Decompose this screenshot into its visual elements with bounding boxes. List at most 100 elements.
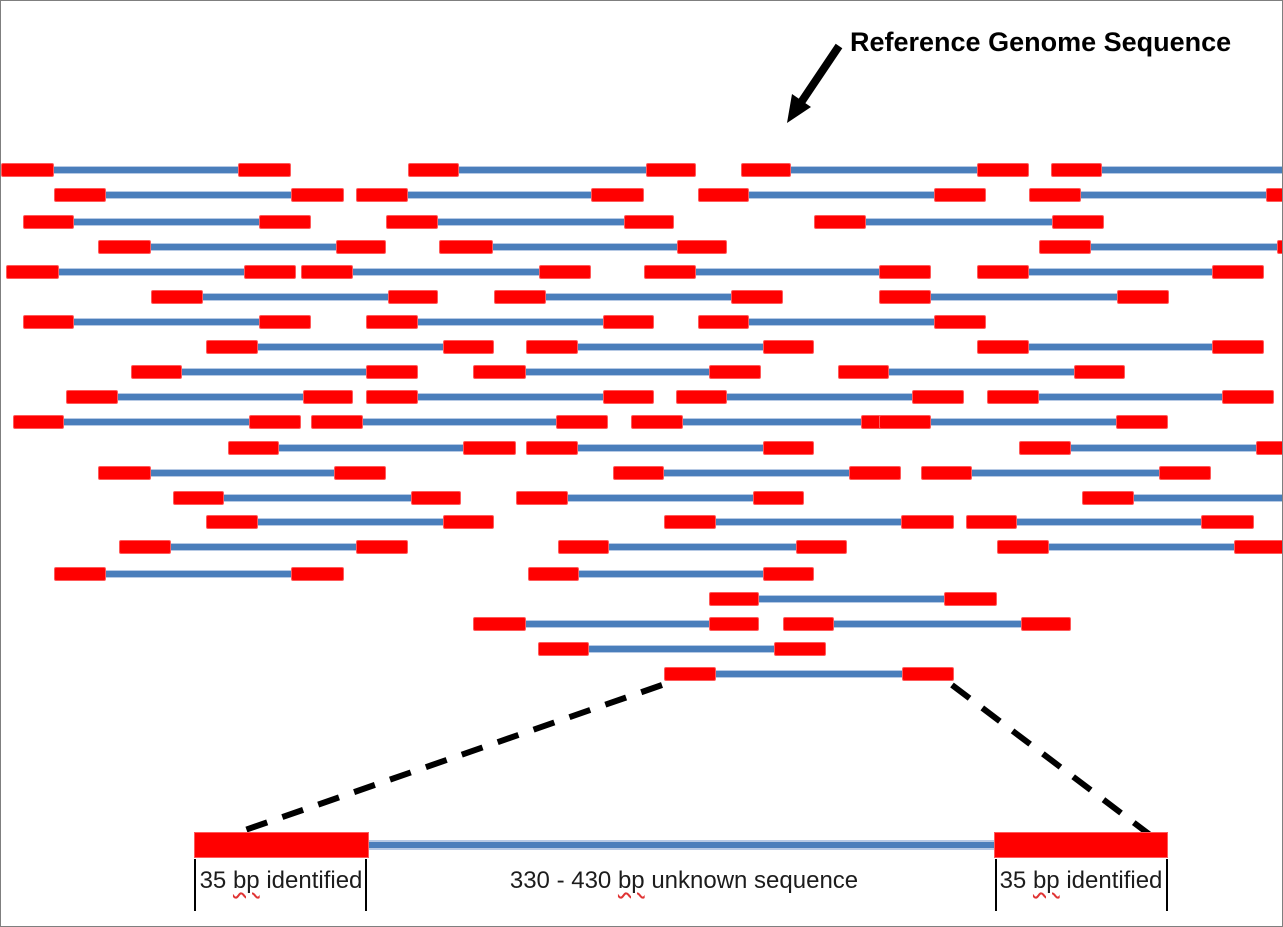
label-text-bp: bp — [1032, 867, 1060, 894]
read-end-cap — [763, 567, 814, 581]
label-text-bp: bp — [232, 867, 260, 894]
insert-line — [1066, 444, 1261, 452]
read-end-cap — [6, 265, 59, 279]
insert-line — [541, 293, 736, 301]
read-end-cap — [23, 215, 74, 229]
read-end-cap — [1, 163, 54, 177]
insert-line — [1034, 393, 1227, 401]
read-end-cap — [1029, 188, 1081, 202]
read-end-cap — [664, 515, 716, 529]
read-end-cap — [356, 188, 408, 202]
label-text: 35 — [199, 867, 233, 894]
read-end-cap — [411, 491, 461, 505]
read-end-cap — [249, 415, 301, 429]
label-text: identified — [259, 867, 363, 894]
read-end-cap — [631, 415, 683, 429]
read-end-cap — [473, 365, 526, 379]
read-end-cap — [131, 365, 182, 379]
read-end-cap — [443, 340, 494, 354]
read-end-cap — [709, 617, 759, 631]
label-unknown-sequence: 330 - 430 bp unknown sequence — [510, 867, 858, 895]
read-end-cap — [206, 515, 258, 529]
read-end-cap — [838, 365, 889, 379]
read-end-cap — [528, 567, 579, 581]
insert-line — [926, 293, 1122, 301]
insert-line — [146, 469, 339, 477]
measure-tick — [194, 859, 196, 911]
read-end-cap — [54, 188, 106, 202]
read-end-cap — [1021, 617, 1071, 631]
read-end-cap — [763, 340, 814, 354]
read-end-cap — [879, 415, 931, 429]
read-end-cap — [173, 491, 224, 505]
read-end-cap — [439, 240, 493, 254]
read-end-cap — [1212, 340, 1264, 354]
read-end-cap — [1117, 290, 1169, 304]
read-end-cap — [977, 163, 1029, 177]
read-end-cap — [538, 642, 589, 656]
magnified-identified-block-right — [994, 832, 1168, 858]
read-end-cap — [741, 163, 791, 177]
read-end-cap — [1212, 265, 1264, 279]
insert-line — [574, 570, 768, 578]
insert-line — [711, 670, 907, 678]
read-end-cap — [443, 515, 494, 529]
read-end-cap — [516, 491, 568, 505]
read-end-cap — [698, 188, 749, 202]
measure-tick — [995, 859, 997, 911]
insert-line — [861, 218, 1057, 226]
read-end-cap — [624, 215, 674, 229]
insert-line — [146, 243, 341, 251]
read-end-cap — [901, 515, 954, 529]
insert-line — [69, 318, 264, 326]
read-end-cap — [987, 390, 1039, 404]
label-right-identified: 35 bp identified — [1000, 867, 1163, 895]
read-end-cap — [977, 340, 1029, 354]
read-end-cap — [731, 290, 783, 304]
read-end-cap — [1222, 390, 1274, 404]
read-end-cap — [934, 315, 986, 329]
insert-line — [219, 494, 416, 502]
read-end-cap — [783, 617, 834, 631]
read-end-cap — [676, 390, 727, 404]
read-end-cap — [1051, 163, 1102, 177]
read-end-cap — [644, 265, 696, 279]
insert-line — [563, 494, 758, 502]
insert-line — [54, 268, 249, 276]
read-end-cap — [1019, 441, 1071, 455]
insert-line — [926, 418, 1121, 426]
read-end-cap — [921, 466, 972, 480]
read-end-cap — [603, 315, 654, 329]
insert-line — [488, 243, 682, 251]
read-end-cap — [879, 290, 931, 304]
label-left-identified: 35 bp identified — [200, 867, 363, 895]
insert-line — [69, 218, 264, 226]
read-end-cap — [408, 163, 459, 177]
read-end-cap — [1201, 515, 1254, 529]
insert-line — [573, 343, 768, 351]
read-end-cap — [366, 365, 418, 379]
read-end-cap — [698, 315, 749, 329]
insert-line — [829, 620, 1026, 628]
read-end-cap — [539, 265, 591, 279]
insert-line — [358, 418, 561, 426]
insert-line — [1086, 243, 1282, 251]
insert-line — [1044, 543, 1239, 551]
insert-line — [253, 343, 448, 351]
insert-line — [584, 645, 779, 653]
read-end-cap — [912, 390, 964, 404]
read-end-cap — [386, 215, 438, 229]
read-end-cap — [997, 540, 1049, 554]
read-end-cap — [709, 592, 759, 606]
insert-line — [113, 393, 308, 401]
read-end-cap — [463, 441, 516, 455]
read-end-cap — [753, 491, 804, 505]
insert-line — [1097, 166, 1282, 174]
read-end-cap — [54, 567, 106, 581]
read-end-cap — [1039, 240, 1091, 254]
read-end-cap — [934, 188, 986, 202]
insert-line — [166, 543, 361, 551]
read-end-cap — [1234, 540, 1282, 554]
read-end-cap — [526, 340, 578, 354]
